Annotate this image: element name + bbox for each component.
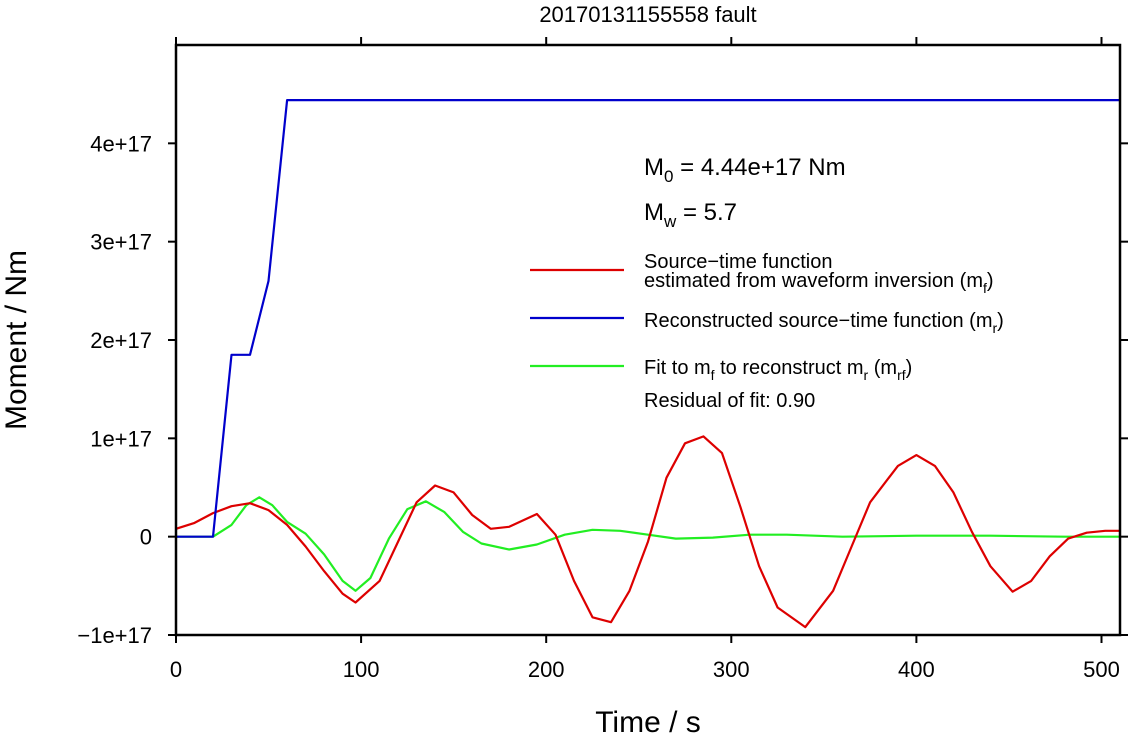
legend-label: estimated from waveform inversion (mf) xyxy=(644,270,994,296)
x-tick-label: 300 xyxy=(713,657,750,682)
y-axis-label: Moment / Nm xyxy=(0,250,33,430)
legend-label: Source−time function xyxy=(644,251,832,273)
series-line-2 xyxy=(176,496,1120,592)
plot-frame xyxy=(174,43,1122,637)
residual-annotation: Residual of fit: 0.90 xyxy=(644,390,815,412)
series-line-0 xyxy=(176,435,1120,629)
x-tick-label: 100 xyxy=(343,657,380,682)
axes: 0 100 200 300 400 500 −1e+17 0 1e+17 2e+17 3e+17 4e… xyxy=(77,37,1128,682)
y-tick-label: 3e+17 xyxy=(90,230,152,255)
y-tick-label: −1e+17 xyxy=(77,623,152,648)
chart-title: 20170131155558 fault xyxy=(539,2,756,27)
x-tick-label: 500 xyxy=(1083,657,1120,682)
annotations: M0 = 4.44e+17 Nm Mw = 5.7 Residual of fit:… xyxy=(644,154,846,412)
series-group xyxy=(176,98,1120,629)
series-line-1 xyxy=(176,98,1120,538)
x-tick-label: 400 xyxy=(898,657,935,682)
y-tick-label: 1e+17 xyxy=(90,426,152,451)
magnitude-annotation: Mw = 5.7 xyxy=(644,199,737,231)
moment-annotation: M0 = 4.44e+17 Nm xyxy=(644,154,846,186)
y-tick-label: 2e+17 xyxy=(90,328,152,353)
y-tick-label: 4e+17 xyxy=(90,131,152,156)
legend-label: Reconstructed source−time function (mr) xyxy=(644,310,1004,336)
x-tick-label: 200 xyxy=(528,657,565,682)
y-tick-label: 0 xyxy=(140,525,152,550)
legend-label: Fit to mf to reconstruct mr (mrf) xyxy=(644,357,912,383)
x-tick-label: 0 xyxy=(170,657,182,682)
x-axis-label: Time / s xyxy=(595,706,701,736)
